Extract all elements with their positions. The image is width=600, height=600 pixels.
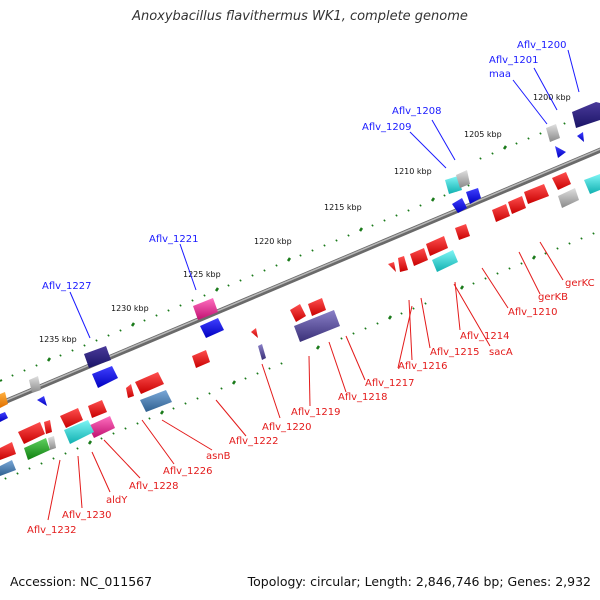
- reverse-gene-labels: gerKC gerKB Aflv_1210 Aflv_1214 sacA Afl…: [27, 278, 595, 536]
- gene-block[interactable]: [290, 304, 306, 322]
- gene-block[interactable]: [200, 318, 224, 338]
- gene-block[interactable]: [193, 298, 218, 320]
- gene-label-aldy[interactable]: aldY: [106, 495, 128, 506]
- gene-block[interactable]: [0, 460, 16, 476]
- genome-title: Anoxybacillus flavithermus WK1, complete…: [132, 9, 468, 24]
- scale-label-1200: 1200 kbp: [533, 93, 571, 102]
- gene-label-aflv-1230[interactable]: Aflv_1230: [62, 510, 112, 521]
- gene-block[interactable]: [546, 124, 560, 142]
- gene-block[interactable]: [0, 412, 8, 422]
- gene-block[interactable]: [456, 170, 470, 188]
- scale-label-1225: 1225 kbp: [183, 270, 221, 279]
- gene-label-aflv-1228[interactable]: Aflv_1228: [129, 481, 179, 492]
- gene-label-asnb[interactable]: asnB: [206, 451, 231, 462]
- gene-block[interactable]: [432, 250, 458, 272]
- gene-block[interactable]: [455, 224, 470, 240]
- scale-label-1230: 1230 kbp: [111, 304, 149, 313]
- gene-block[interactable]: [192, 350, 210, 368]
- accession-label: Accession: NC_011567: [10, 574, 153, 589]
- gene-block[interactable]: [88, 400, 107, 418]
- scale-label-1205: 1205 kbp: [464, 130, 502, 139]
- gene-block[interactable]: [251, 328, 258, 338]
- gene-block[interactable]: [524, 184, 549, 204]
- gene-label-aflv-1232[interactable]: Aflv_1232: [27, 525, 77, 536]
- gene-block[interactable]: [410, 248, 428, 266]
- gene-block[interactable]: [64, 420, 94, 444]
- gene-block[interactable]: [48, 436, 56, 450]
- gene-block[interactable]: [24, 438, 50, 460]
- gene-label-gerkb[interactable]: gerKB: [538, 292, 568, 303]
- gene-label-aflv-1220[interactable]: Aflv_1220: [262, 422, 312, 433]
- gene-block[interactable]: [426, 236, 448, 256]
- gene-block[interactable]: [140, 390, 172, 412]
- gene-label-aflv-1200[interactable]: Aflv_1200: [517, 40, 567, 51]
- reverse-genes: [0, 172, 600, 476]
- gene-label-aflv-1201[interactable]: Aflv_1201: [489, 55, 539, 66]
- gene-label-maa[interactable]: maa: [489, 69, 511, 80]
- gene-block[interactable]: [577, 132, 584, 142]
- gene-block[interactable]: [126, 384, 134, 398]
- gene-block[interactable]: [555, 146, 566, 158]
- gene-block[interactable]: [92, 366, 118, 388]
- gene-block[interactable]: [18, 422, 45, 444]
- gene-block[interactable]: [0, 442, 16, 460]
- gene-label-aflv-1218[interactable]: Aflv_1218: [338, 392, 388, 403]
- gene-label-aflv-1215[interactable]: Aflv_1215: [430, 347, 480, 358]
- gene-label-gerkc[interactable]: gerKC: [565, 278, 595, 289]
- scale-label-1210: 1210 kbp: [394, 167, 432, 176]
- genome-backbone: [0, 147, 600, 407]
- gene-block[interactable]: [84, 346, 111, 368]
- gene-block[interactable]: [388, 262, 396, 272]
- scale-label-1235: 1235 kbp: [39, 335, 77, 344]
- gene-label-aflv-1226[interactable]: Aflv_1226: [163, 466, 213, 477]
- scale-label-1215: 1215 kbp: [324, 203, 362, 212]
- gene-block[interactable]: [398, 256, 408, 272]
- gene-block[interactable]: [452, 198, 467, 213]
- gene-block[interactable]: [308, 298, 326, 316]
- gene-block[interactable]: [37, 396, 47, 406]
- gene-block[interactable]: [572, 102, 600, 128]
- gene-block[interactable]: [135, 372, 164, 394]
- gene-block[interactable]: [29, 376, 41, 393]
- gene-label-aflv-1214[interactable]: Aflv_1214: [460, 331, 510, 342]
- gene-block[interactable]: [492, 204, 510, 222]
- gene-label-aflv-1209[interactable]: Aflv_1209: [362, 122, 412, 133]
- gene-block[interactable]: [44, 420, 52, 434]
- gene-block[interactable]: [0, 392, 8, 408]
- gene-block[interactable]: [466, 188, 481, 204]
- gene-block[interactable]: [508, 196, 526, 214]
- gene-label-aflv-1227[interactable]: Aflv_1227: [42, 281, 92, 292]
- leader-lines: [47, 49, 580, 521]
- forward-genes: [0, 102, 600, 422]
- gene-label-saca[interactable]: sacA: [489, 347, 513, 358]
- reverse-tick-track: [4, 232, 595, 480]
- gene-block[interactable]: [552, 172, 571, 190]
- forward-gene-labels: Aflv_1200 Aflv_1201 maa Aflv_1208 Aflv_1…: [42, 40, 567, 292]
- topology-label: Topology: circular; Length: 2,846,746 bp…: [247, 574, 591, 589]
- gene-label-aflv-1208[interactable]: Aflv_1208: [392, 106, 442, 117]
- gene-label-aflv-1221[interactable]: Aflv_1221: [149, 234, 199, 245]
- gene-label-aflv-1217[interactable]: Aflv_1217: [365, 378, 415, 389]
- gene-block[interactable]: [294, 310, 340, 342]
- gene-label-aflv-1222[interactable]: Aflv_1222: [229, 436, 279, 447]
- gene-label-aflv-1219[interactable]: Aflv_1219: [291, 407, 341, 418]
- gene-block[interactable]: [258, 344, 266, 360]
- gene-block[interactable]: [584, 174, 600, 194]
- forward-tick-track: [0, 115, 580, 382]
- gene-block[interactable]: [88, 416, 115, 438]
- gene-label-aflv-1216[interactable]: Aflv_1216: [398, 361, 448, 372]
- gene-block[interactable]: [558, 188, 579, 208]
- scale-label-1220: 1220 kbp: [254, 237, 292, 246]
- gene-block[interactable]: [60, 408, 83, 428]
- gene-label-aflv-1210[interactable]: Aflv_1210: [508, 307, 558, 318]
